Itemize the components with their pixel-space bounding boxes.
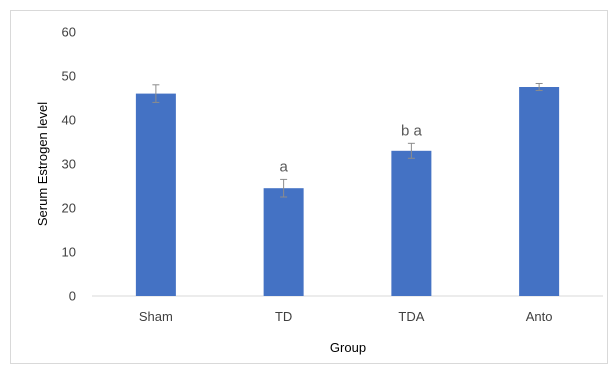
bar-anto [519,87,560,296]
x-tick-label: TD [275,309,292,324]
bars [135,87,560,296]
x-tick-label: TDA [398,309,424,324]
y-tick-label: 10 [62,245,76,260]
x-tick-label: Sham [139,309,173,324]
x-axis-ticks: Sham TD TDA Anto [139,309,553,324]
y-tick-label: 20 [62,201,76,216]
y-tick-label: 60 [62,25,76,40]
significance-labels: a b a [279,122,422,175]
significance-label: b a [401,122,423,139]
x-tick-label: Anto [526,309,553,324]
error-bar [152,84,160,103]
error-bar [280,178,288,198]
y-axis-title: Serum Estrogen level [35,102,50,226]
y-tick-label: 50 [62,69,76,84]
bar-sham [135,93,176,296]
chart-area [10,10,608,364]
error-bar [535,82,543,92]
y-tick-label: 0 [69,289,76,304]
bar-td [263,188,304,296]
y-axis-ticks: 0 10 20 30 40 50 60 [62,25,76,304]
significance-label: a [279,158,288,175]
bar-tda [391,150,432,296]
y-tick-label: 30 [62,157,76,172]
x-axis-title: Group [330,340,366,355]
error-bar [407,142,415,159]
error-bars [152,82,543,198]
y-tick-label: 40 [62,113,76,128]
